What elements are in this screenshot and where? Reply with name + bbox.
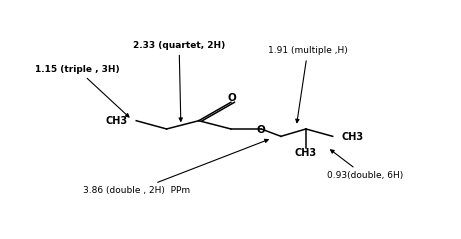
Text: O: O [256, 125, 265, 135]
Text: 1.15 (triple , 3H): 1.15 (triple , 3H) [35, 65, 129, 117]
Text: 3.86 (double , 2H)  PPm: 3.86 (double , 2H) PPm [83, 139, 268, 195]
Text: CH3: CH3 [342, 132, 364, 142]
Text: 1.91 (multiple ,H): 1.91 (multiple ,H) [268, 46, 348, 123]
Text: CH3: CH3 [295, 148, 317, 158]
Text: CH3: CH3 [106, 116, 128, 126]
Text: 0.93(double, 6H): 0.93(double, 6H) [327, 150, 403, 180]
Text: O: O [227, 93, 236, 103]
Text: 2.33 (quartet, 2H): 2.33 (quartet, 2H) [133, 41, 225, 121]
